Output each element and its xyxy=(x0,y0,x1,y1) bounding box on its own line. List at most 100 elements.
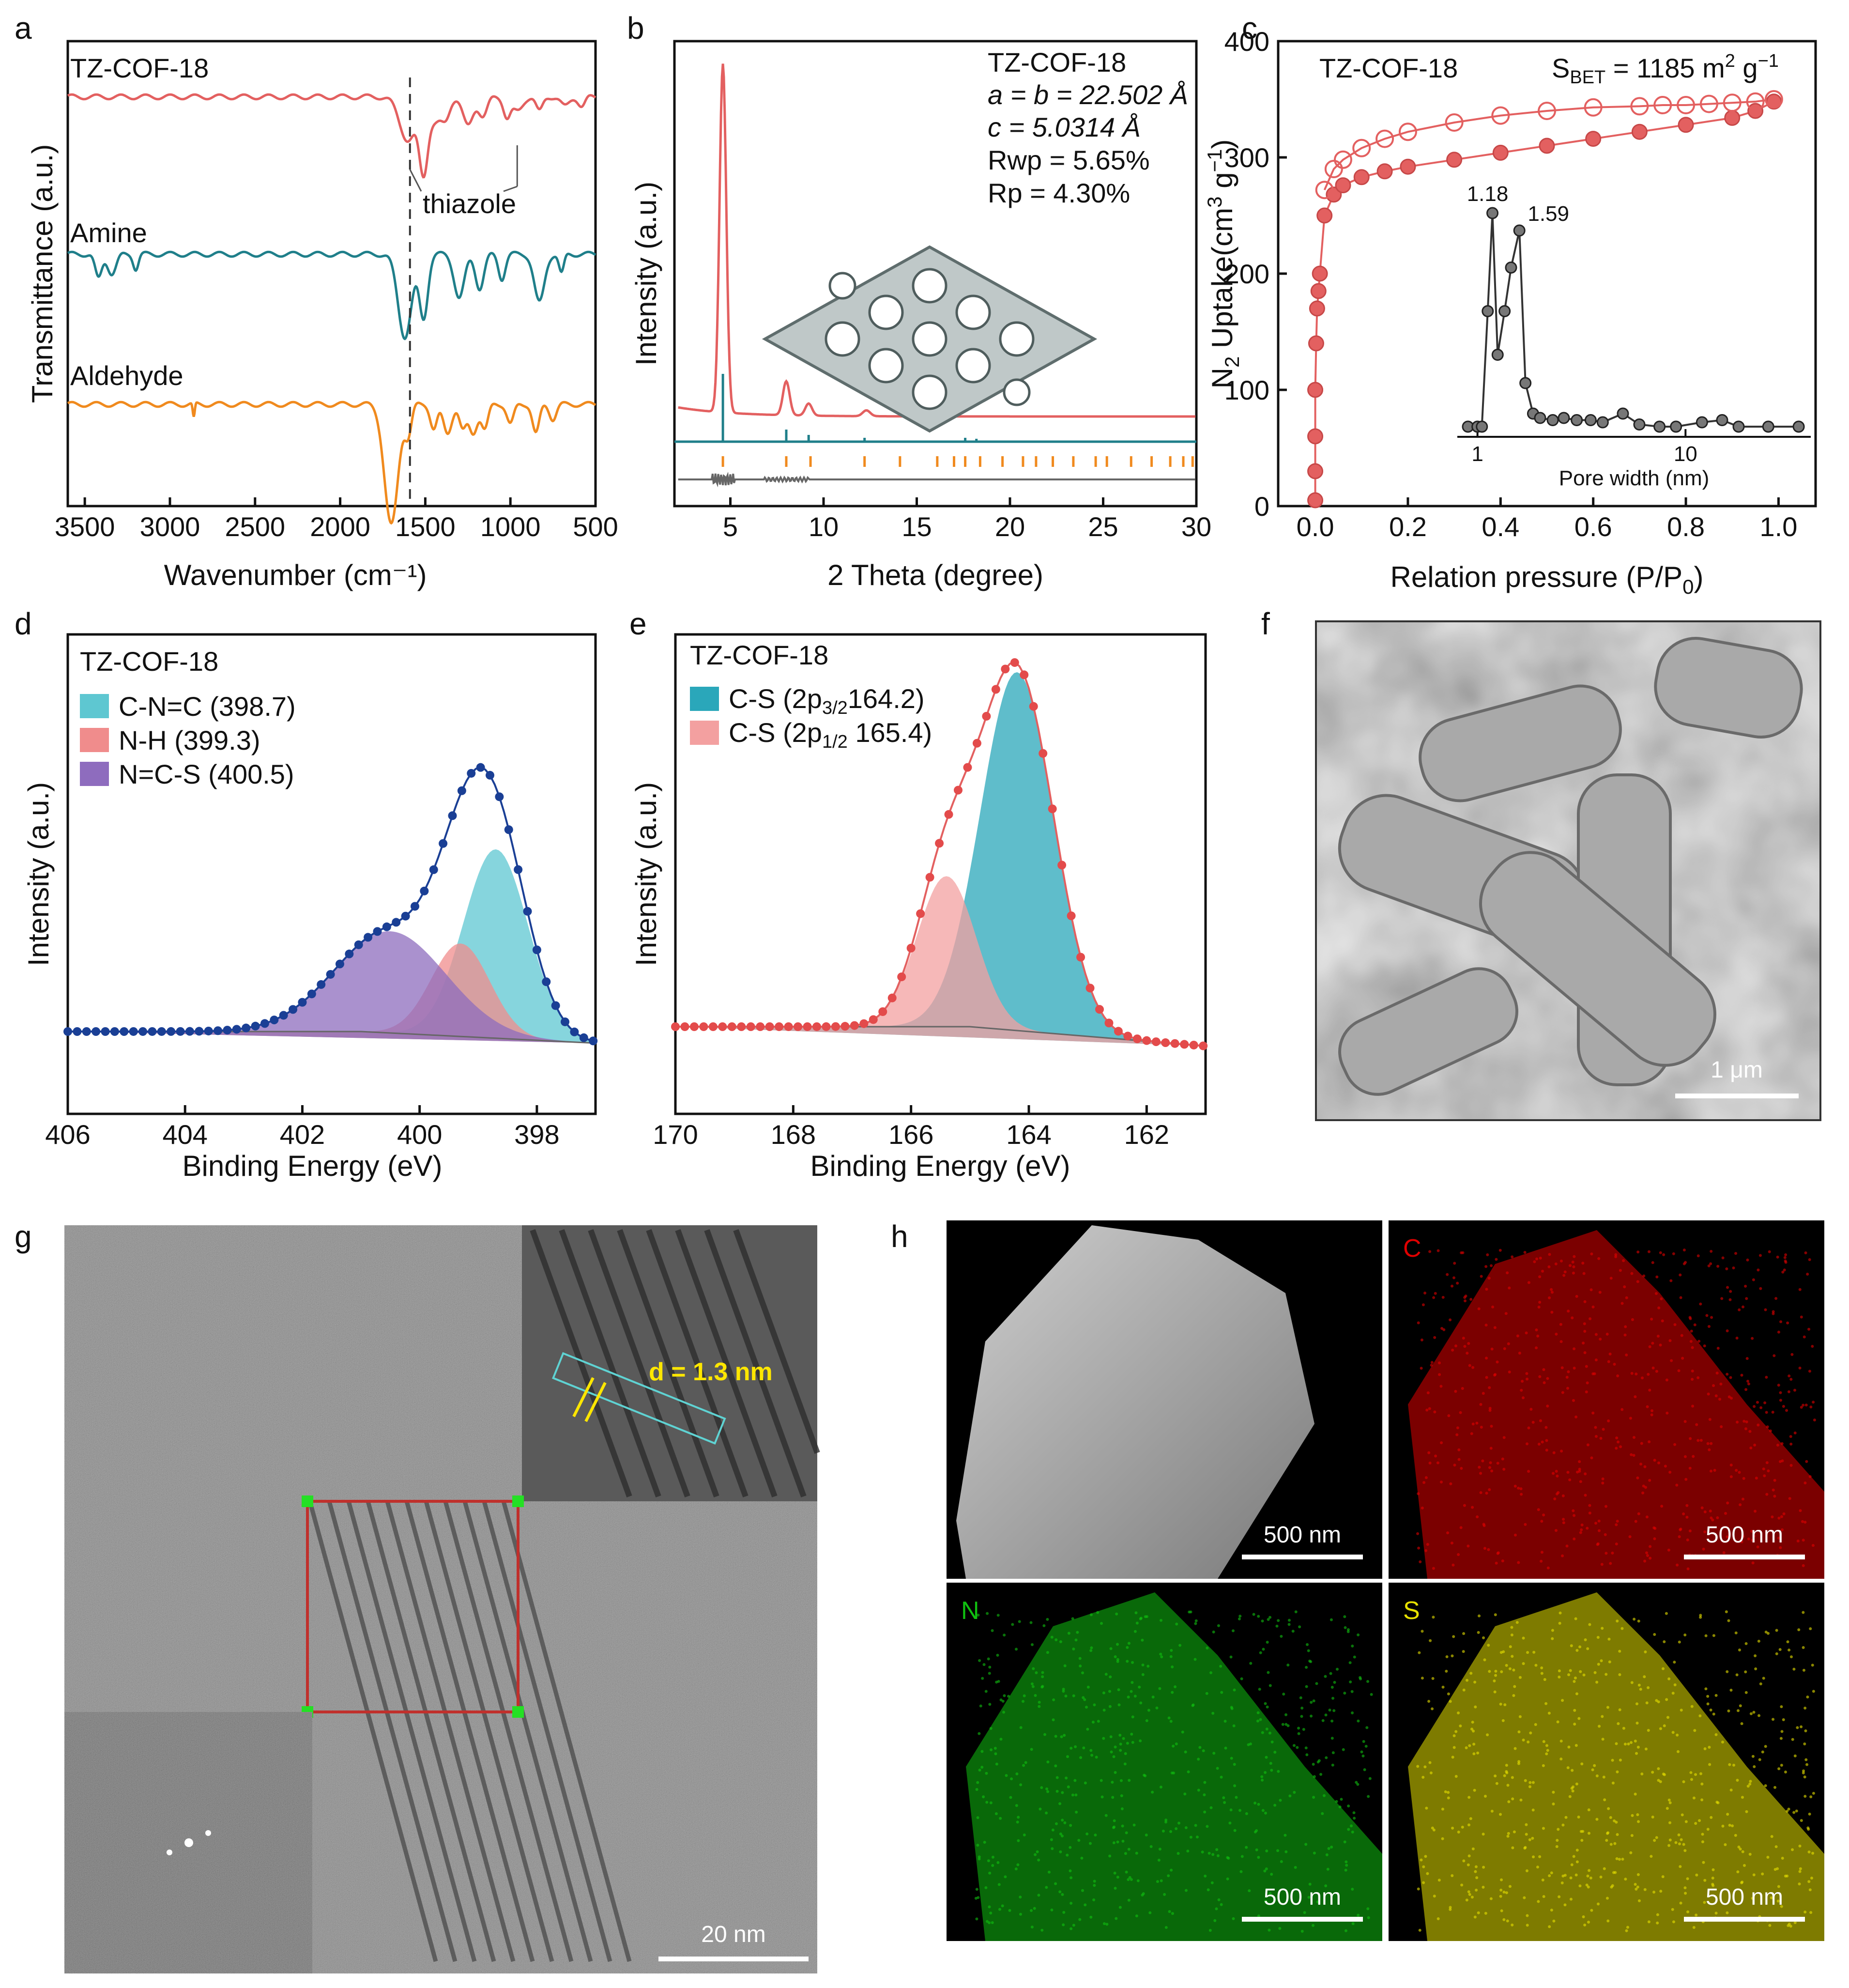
panel-g-hrtem: g d = 1.3 nm xyxy=(15,1219,820,1973)
signal-dot xyxy=(1238,1809,1242,1812)
signal-dot xyxy=(1345,1860,1348,1864)
signal-dot xyxy=(1746,1785,1750,1788)
signal-dot xyxy=(1603,1867,1606,1870)
signal-dot xyxy=(1226,1856,1229,1859)
signal-dot xyxy=(1675,1483,1679,1487)
xps-data-point xyxy=(476,763,485,772)
signal-dot xyxy=(1219,1664,1222,1668)
c-x-tick-label: 0.6 xyxy=(1574,511,1612,542)
signal-dot xyxy=(1177,1821,1181,1825)
signal-dot xyxy=(1519,1487,1523,1491)
xps-data-point xyxy=(1104,1018,1114,1028)
signal-dot xyxy=(1279,1799,1282,1802)
signal-dot xyxy=(1783,1268,1786,1272)
sem-rods xyxy=(1338,636,1803,1096)
signal-dot xyxy=(1618,1649,1621,1653)
signal-dot xyxy=(1668,1801,1672,1804)
signal-dot xyxy=(1728,1823,1731,1827)
signal-dot xyxy=(1503,1347,1506,1350)
signal-dot xyxy=(1624,1325,1627,1328)
signal-dot xyxy=(1667,1798,1671,1802)
signal-dot xyxy=(1431,1707,1434,1711)
signal-dot xyxy=(1343,1840,1346,1844)
signal-dot xyxy=(1074,1638,1078,1642)
signal-dot xyxy=(1781,1270,1785,1274)
signal-dot xyxy=(1695,1423,1698,1426)
signal-dot xyxy=(1128,1779,1131,1782)
signal-dot xyxy=(1558,1675,1561,1679)
signal-dot xyxy=(1135,1621,1139,1625)
signal-dot xyxy=(1338,1805,1342,1809)
signal-dot xyxy=(1777,1330,1780,1334)
signal-dot xyxy=(996,1861,1000,1864)
signal-dot xyxy=(1316,1900,1319,1904)
signal-dot xyxy=(1676,1750,1680,1753)
signal-dot xyxy=(1016,1863,1020,1866)
signal-dot xyxy=(1725,1267,1728,1270)
inset-psd-point xyxy=(1482,305,1494,317)
signal-dot xyxy=(1765,1411,1768,1414)
signal-dot xyxy=(1704,1687,1708,1691)
signal-dot xyxy=(1305,1685,1308,1688)
signal-dot xyxy=(1216,1854,1220,1857)
signal-dot xyxy=(1531,1420,1535,1424)
signal-dot xyxy=(1807,1880,1811,1883)
signal-dot xyxy=(1706,1828,1710,1831)
signal-dot xyxy=(1168,1910,1171,1913)
signal-dot xyxy=(1147,1709,1150,1712)
signal-dot xyxy=(1572,1271,1575,1275)
signal-dot xyxy=(1810,1877,1813,1880)
signal-dot xyxy=(1753,1765,1756,1769)
signal-dot xyxy=(1019,1912,1022,1916)
signal-dot xyxy=(1622,1259,1625,1263)
signal-dot xyxy=(1567,1370,1570,1373)
signal-dot xyxy=(1421,1303,1425,1307)
signal-dot xyxy=(1518,1676,1522,1679)
signal-dot xyxy=(1573,1537,1576,1541)
signal-dot xyxy=(1209,1806,1213,1809)
signal-dot xyxy=(1542,1740,1545,1743)
scale-label-h: 500 nm xyxy=(1706,1522,1783,1548)
signal-dot xyxy=(1434,1454,1437,1458)
signal-dot xyxy=(1669,1279,1673,1282)
signal-dot xyxy=(1141,1894,1144,1897)
signal-dot xyxy=(1060,1834,1064,1838)
signal-dot xyxy=(1668,1821,1672,1824)
signal-dot xyxy=(1267,1671,1270,1674)
signal-dot xyxy=(1228,1821,1232,1825)
signal-dot xyxy=(1690,1329,1693,1333)
x-axis-ticks-b: 5 10 15 20 25 30 xyxy=(723,497,1211,542)
plot-frame-b xyxy=(673,40,1198,508)
signal-dot xyxy=(1082,1696,1085,1699)
signal-dot xyxy=(1125,1831,1128,1834)
signal-dot xyxy=(1634,1792,1637,1796)
signal-dot xyxy=(1637,1512,1640,1515)
signal-dot xyxy=(996,1614,1000,1617)
legend-2p12-sub: 1/2 xyxy=(822,732,848,752)
signal-dot xyxy=(1657,1779,1660,1782)
legend-swatch-cnc xyxy=(80,694,109,718)
signal-dot xyxy=(1659,1890,1663,1893)
signal-dot xyxy=(1630,1834,1634,1837)
signal-dot xyxy=(1588,1832,1591,1835)
signal-dot xyxy=(1233,1763,1236,1766)
signal-dot xyxy=(1689,1437,1692,1440)
signal-dot xyxy=(1060,1735,1063,1739)
signal-dot xyxy=(1558,1669,1561,1673)
signal-dot xyxy=(1529,1407,1533,1411)
signal-dot xyxy=(1454,1730,1458,1733)
xps-data-point xyxy=(699,1022,708,1031)
signal-dot xyxy=(1537,1900,1540,1903)
signal-dot xyxy=(1296,1746,1299,1749)
signal-dot xyxy=(1233,1784,1237,1788)
signal-dot xyxy=(1300,1706,1304,1710)
inset-psd-point xyxy=(1792,420,1805,433)
signal-dot xyxy=(1567,1673,1571,1677)
panel-label-c: c xyxy=(1242,11,1257,46)
signal-dot xyxy=(1345,1864,1348,1867)
panel-a-ftir: a 3500 3000 2500 2000 1500 1000 500 TZ-COF-18 … xyxy=(15,11,618,591)
signal-dot xyxy=(1616,1833,1619,1836)
signal-dot xyxy=(1259,1718,1262,1721)
y-axis-label-b: Intensity (a.u.) xyxy=(630,182,662,366)
